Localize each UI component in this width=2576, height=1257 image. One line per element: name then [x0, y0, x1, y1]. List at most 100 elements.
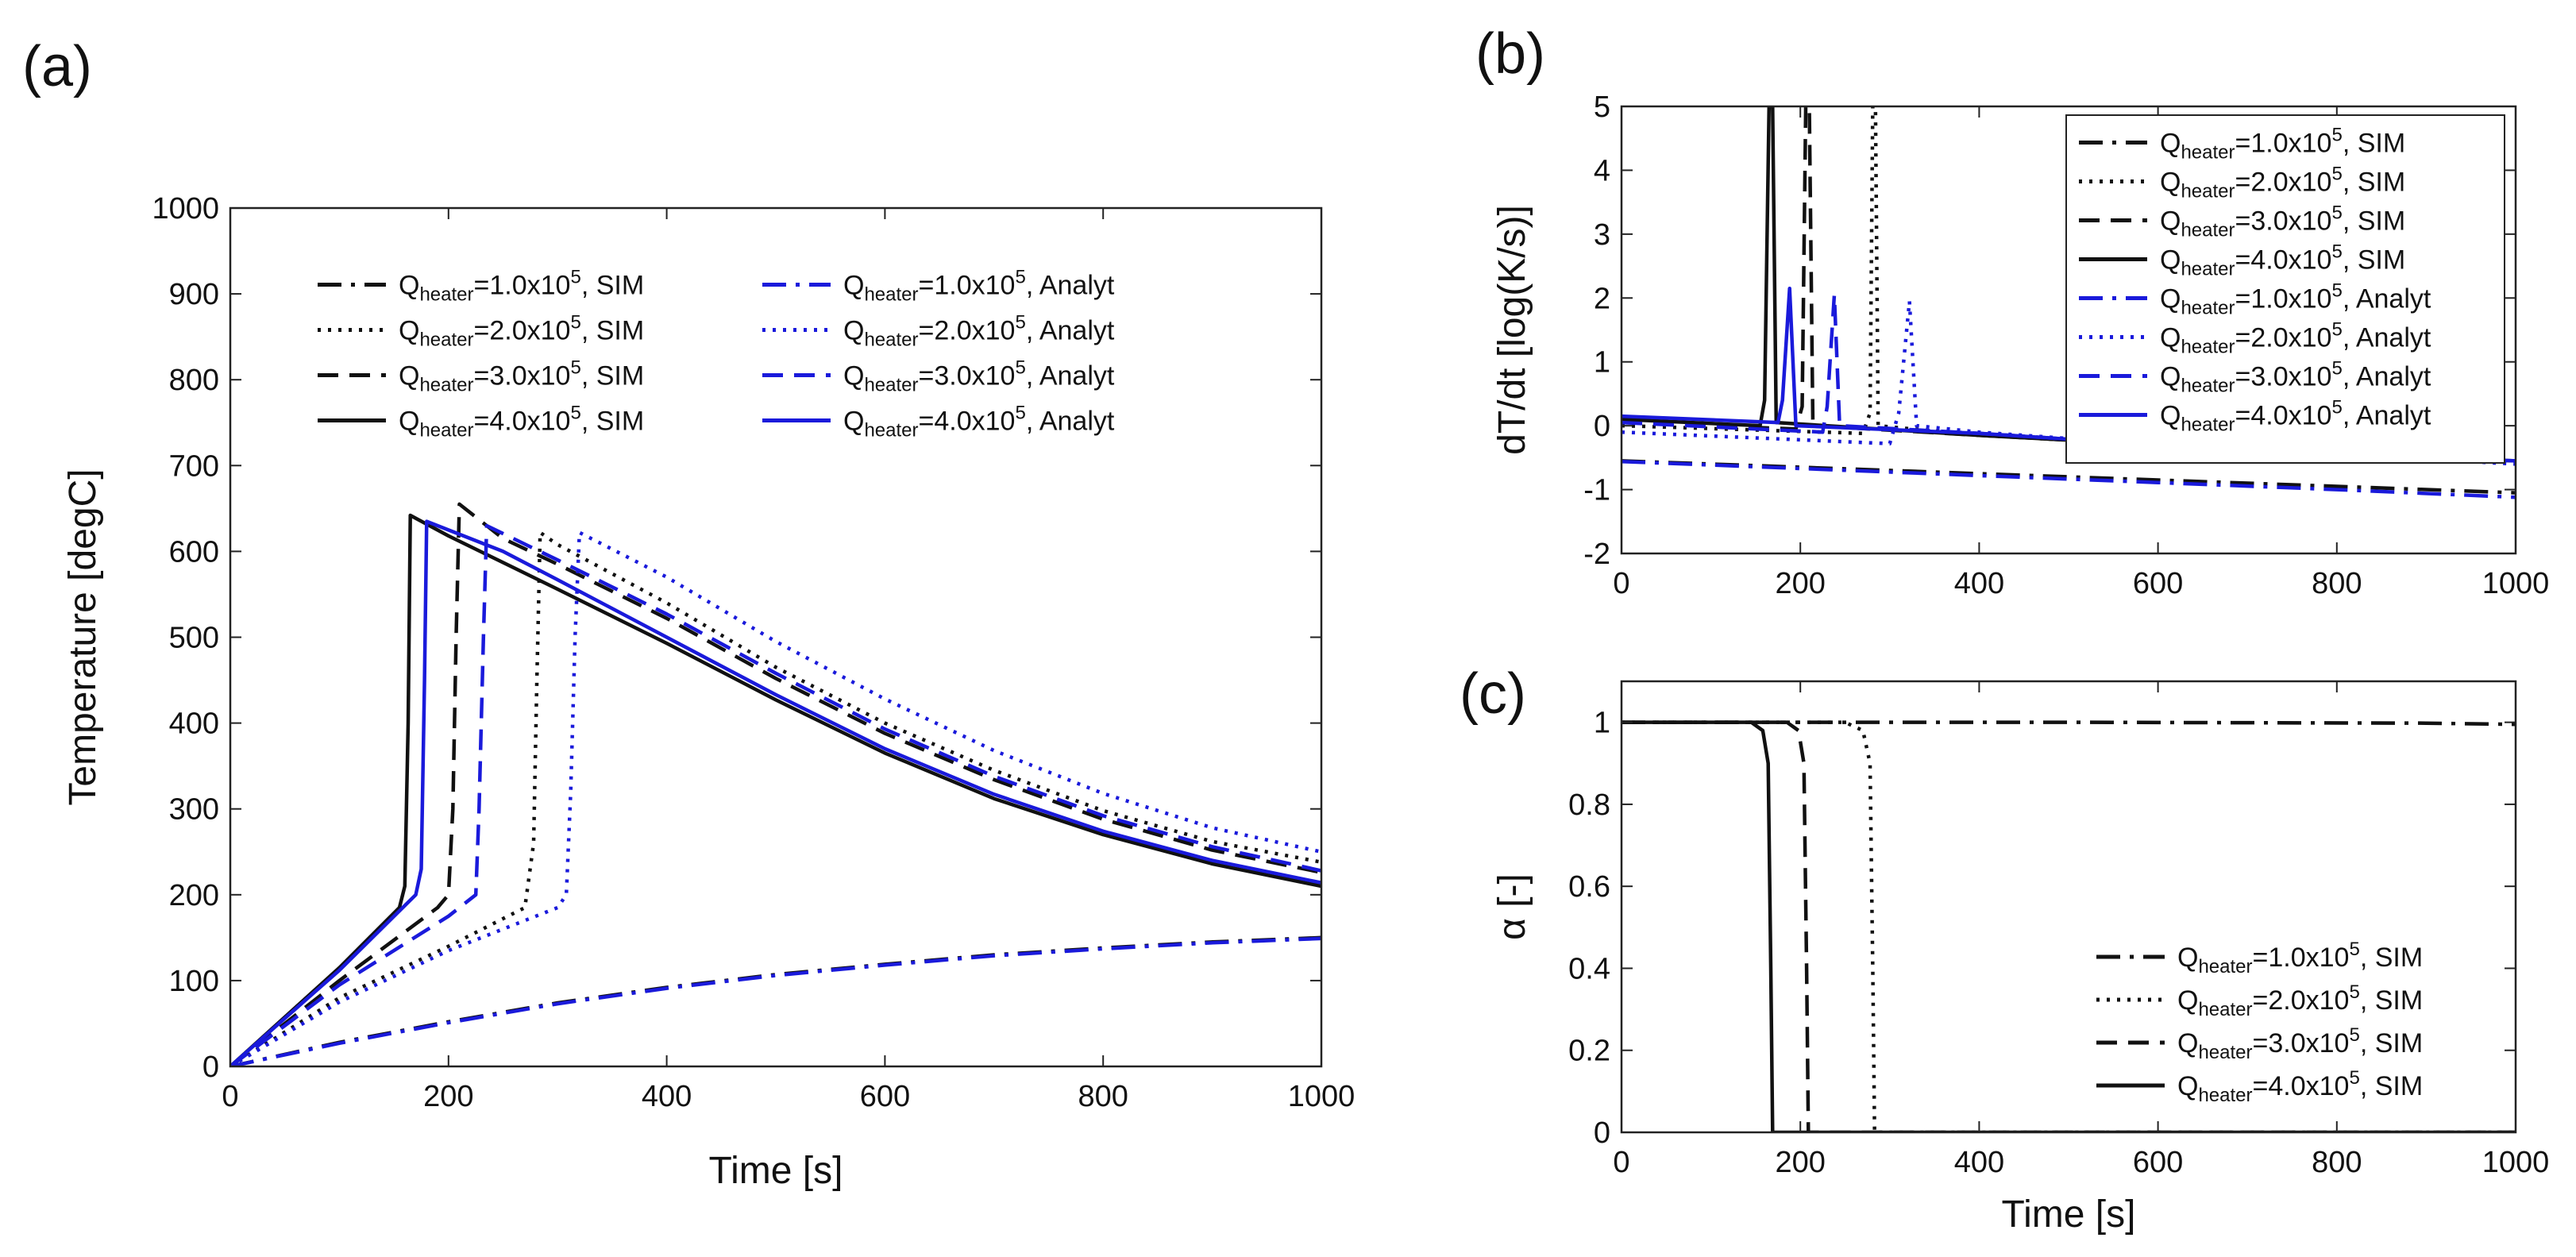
legend-item-a-4: Qheater=1.0x105, Analyt: [762, 267, 1115, 306]
x-tick-label-a-4: 800: [1078, 1080, 1128, 1113]
y-tick-label-c-0: 0: [1594, 1116, 1610, 1150]
series-line-a-1: [230, 530, 1321, 1066]
legend-text-sub: heater: [2181, 415, 2235, 436]
legend-text-q: Q: [2160, 168, 2181, 198]
legend-text-tail: , SIM: [581, 316, 644, 346]
legend-text-sub: heater: [2181, 181, 2235, 202]
legend-text-tail: , SIM: [2343, 129, 2405, 159]
legend-item-a-1: Qheater=2.0x105, SIM: [318, 312, 644, 351]
series-line-a-2: [230, 502, 1321, 1066]
y-tick-label-a-7: 700: [169, 449, 219, 483]
x-tick-label-b-0: 0: [1613, 567, 1629, 600]
legend-text-mid: =4.0x10: [919, 407, 1016, 437]
legend-text-sup: 5: [2349, 1067, 2359, 1089]
legend-text-sub: heater: [864, 375, 918, 396]
legend-text-sub: heater: [864, 284, 918, 306]
legend-text-mid: =1.0x10: [474, 271, 571, 301]
legend-text-mid: =1.0x10: [919, 271, 1016, 301]
legend-text-q: Q: [2160, 323, 2181, 353]
x-tick-label-c-4: 800: [2312, 1146, 2362, 1179]
x-axis-label-c: Time [s]: [2002, 1193, 2136, 1236]
legend-text-mid: =2.0x10: [474, 316, 571, 346]
legend-label-b-1: Qheater=2.0x105, SIM: [2160, 164, 2405, 202]
legend-text-sup: 5: [2349, 981, 2359, 1003]
legend-label-a-6: Qheater=3.0x105, Analyt: [843, 357, 1115, 396]
legend-text-mid: =3.0x10: [2235, 206, 2332, 237]
legend-text-mid: =3.0x10: [2235, 362, 2332, 392]
legend-text-tail: , SIM: [2360, 1028, 2423, 1058]
x-tick-label-a-1: 200: [423, 1080, 473, 1113]
y-tick-label-b-3: 1: [1594, 346, 1610, 380]
legend-label-b-6: Qheater=3.0x105, Analyt: [2160, 358, 2431, 397]
x-tick-label-c-0: 0: [1613, 1146, 1629, 1179]
y-tick-label-a-6: 600: [169, 535, 219, 569]
x-tick-label-a-0: 0: [222, 1080, 238, 1113]
y-tick-label-b-5: 3: [1594, 218, 1610, 252]
legend-text-q: Q: [2160, 245, 2181, 276]
x-tick-label-c-2: 400: [1954, 1146, 2004, 1179]
legend-text-sup: 5: [570, 403, 580, 424]
legend-text-sub: heater: [2181, 142, 2235, 164]
legend-text-tail: , Analyt: [2343, 362, 2431, 392]
legend-item-b-1: Qheater=2.0x105, SIM: [2079, 164, 2405, 202]
series-line-a-5: [230, 530, 1321, 1066]
legend-text-sup: 5: [1015, 357, 1025, 379]
legend-text-q: Q: [2160, 401, 2181, 431]
legend-text-sup: 5: [1015, 403, 1025, 424]
legend-text-sub: heater: [2198, 1042, 2252, 1063]
legend-label-b-0: Qheater=1.0x105, SIM: [2160, 125, 2405, 164]
legend-item-c-0: Qheater=1.0x105, SIM: [2096, 939, 2423, 977]
legend-label-a-2: Qheater=3.0x105, SIM: [399, 357, 644, 396]
legend-text-q: Q: [843, 271, 864, 301]
legend-text-sub: heater: [2181, 376, 2235, 397]
legend-text-q: Q: [2160, 362, 2181, 392]
legend-text-sup: 5: [2349, 1024, 2359, 1046]
legend-text-sub: heater: [2181, 220, 2235, 241]
series-line-a-4: [230, 936, 1321, 1066]
legend-text-q: Q: [843, 316, 864, 346]
legend-text-q: Q: [2177, 1028, 2198, 1058]
legend-item-a-5: Qheater=2.0x105, Analyt: [762, 312, 1115, 351]
legend-label-a-1: Qheater=2.0x105, SIM: [399, 312, 644, 351]
legend-text-sup: 5: [2331, 280, 2342, 302]
legend-text-mid: =4.0x10: [2235, 401, 2332, 431]
legend-text-sup: 5: [2331, 358, 2342, 380]
legend-item-a-2: Qheater=3.0x105, SIM: [318, 357, 644, 396]
legend-text-tail: , Analyt: [2343, 284, 2431, 314]
legend-c: Qheater=1.0x105, SIM Qheater=2.0x105, SIM…: [2096, 939, 2423, 1106]
legend-label-a-3: Qheater=4.0x105, SIM: [399, 403, 644, 441]
series-line-b-0: [1622, 459, 2516, 495]
y-tick-label-a-5: 500: [169, 622, 219, 655]
x-tick-label-a-5: 1000: [1288, 1080, 1355, 1113]
legend-text-tail: , Analyt: [1026, 361, 1115, 391]
chart-panel-b: (b) 0 200 400 600 800 1000 -2 -1 0 1 2 3 4 5 dT/dt [log…: [1475, 22, 2549, 600]
x-axis-label-a: Time [s]: [709, 1150, 843, 1192]
legend-text-sub: heater: [2198, 999, 2252, 1020]
y-tick-label-b-2: 0: [1594, 410, 1610, 443]
legend-text-mid: =3.0x10: [474, 361, 571, 391]
x-tick-label-c-3: 600: [2133, 1146, 2183, 1179]
legend-item-a-3: Qheater=4.0x105, SIM: [318, 403, 644, 441]
chart-panel-a: (a) 0 200 400 600 800 1000 0 100 200 300 400 500 600 7…: [22, 35, 1355, 1192]
y-tick-label-b-1: -1: [1583, 474, 1610, 507]
legend-text-q: Q: [399, 361, 419, 391]
axes-box-c: [1620, 680, 2517, 1134]
legend-item-b-5: Qheater=2.0x105, Analyt: [2079, 319, 2431, 358]
legend-text-sup: 5: [570, 357, 580, 379]
legend-label-c-1: Qheater=2.0x105, SIM: [2177, 981, 2423, 1020]
legend-text-tail: , SIM: [2343, 206, 2405, 237]
legend-text-tail: , SIM: [2343, 168, 2405, 198]
x-tick-label-b-5: 1000: [2482, 567, 2550, 600]
legend-text-tail: , Analyt: [2343, 401, 2431, 431]
x-tick-label-b-2: 400: [1954, 567, 2004, 600]
legend-item-b-2: Qheater=3.0x105, SIM: [2079, 202, 2405, 241]
series-line-a-7: [230, 519, 1321, 1066]
legend-text-sub: heater: [419, 330, 473, 351]
legend-text-q: Q: [2160, 206, 2181, 237]
y-tick-label-a-10: 1000: [152, 192, 219, 226]
legend-text-mid: =4.0x10: [474, 407, 571, 437]
legend-text-q: Q: [843, 361, 864, 391]
legend-text-tail: , SIM: [581, 407, 644, 437]
legend-text-sub: heater: [2181, 259, 2235, 280]
